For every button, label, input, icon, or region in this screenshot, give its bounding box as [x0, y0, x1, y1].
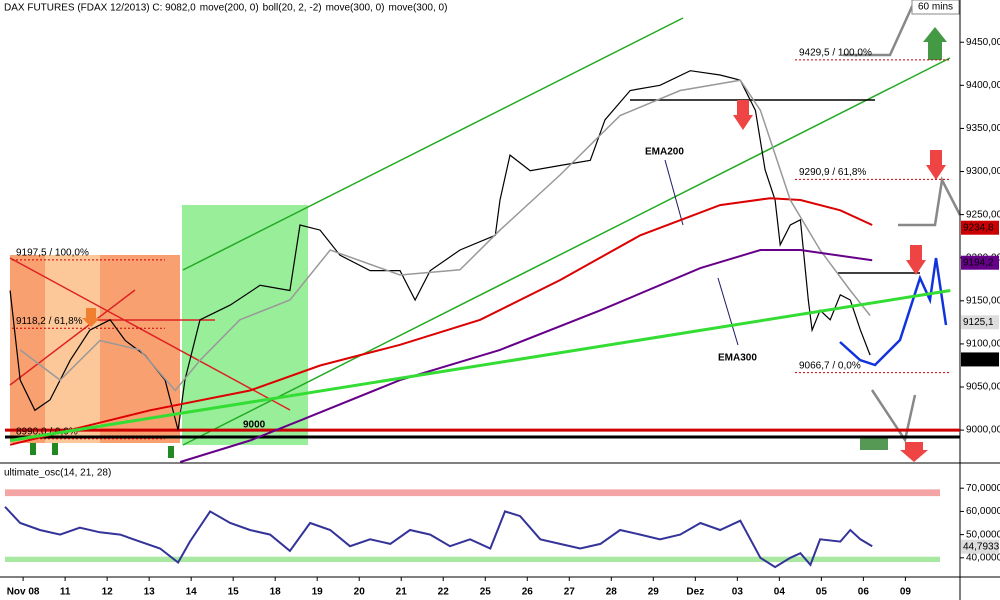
- y-tick-label: 9300,00: [966, 166, 1000, 177]
- annotation: 60 mins: [918, 2, 953, 13]
- x-tick-label: 18: [270, 587, 282, 598]
- value-badge-label: 44,7933: [963, 541, 1000, 552]
- legend-entry: move(200, 0): [200, 3, 259, 14]
- series-line: [179, 249, 873, 463]
- arrow-up: [860, 438, 888, 450]
- y-tick-label: 40,0000: [966, 552, 1000, 563]
- trend-line: [9, 257, 291, 411]
- x-tick-label: 04: [774, 587, 786, 598]
- zone-box: [100, 255, 180, 443]
- pointer: [664, 159, 684, 226]
- y-tick-label: 9350,00: [966, 123, 1000, 134]
- fib-label: 9290,9 / 61,8%: [799, 167, 866, 178]
- legend-entry: move(300, 0): [389, 3, 448, 14]
- trend-line: [9, 289, 136, 386]
- arrow-down: [906, 245, 926, 275]
- y-tick-label: 60,0000: [966, 506, 1000, 517]
- series-line: [9, 197, 873, 446]
- fib-label: 9066,7 / 0,0%: [799, 360, 861, 371]
- pointer: [717, 277, 739, 346]
- y-tick-label: 9250,00: [966, 209, 1000, 220]
- fib-label: 9197,5 / 100,0%: [16, 248, 89, 259]
- legend-entry: boll(20, 2, -2): [263, 3, 322, 14]
- annotation: EMA300: [718, 353, 757, 364]
- annotation: 9000: [243, 420, 266, 431]
- x-tick-label: 05: [816, 587, 828, 598]
- series-line: [9, 289, 951, 442]
- x-tick-label: 21: [396, 587, 408, 598]
- x-tick-label: 28: [606, 587, 618, 598]
- x-tick-label: 15: [228, 587, 240, 598]
- arrow-down: [926, 150, 946, 180]
- value-badge-label: 9194,2: [963, 257, 994, 268]
- y-tick-label: 9000,00: [966, 425, 1000, 436]
- x-tick-label: 11: [60, 587, 71, 598]
- value-badge: [961, 539, 999, 554]
- x-tick-label: 22: [438, 587, 450, 598]
- zone-band: [5, 556, 940, 563]
- x-tick-label: Nov 08: [7, 587, 40, 598]
- trend-line: [182, 57, 951, 446]
- x-tick-label: 12: [102, 587, 114, 598]
- x-tick-label: 06: [858, 587, 870, 598]
- fib-label: 9118,2 / 61,8%: [16, 316, 83, 327]
- arrow-down: [733, 100, 753, 130]
- y-tick-label: 50,0000: [966, 529, 1000, 540]
- y-tick-label: 9100,00: [966, 339, 1000, 350]
- value-badge: [961, 255, 999, 270]
- arrow-down: [900, 442, 928, 462]
- projection: [870, 389, 917, 444]
- x-tick-label: 09: [900, 587, 912, 598]
- projection: [898, 176, 962, 227]
- fib-label: 8990,0 / 0,0%: [16, 426, 78, 437]
- x-tick-label: Dez: [686, 587, 704, 598]
- x-tick-label: 13: [144, 587, 156, 598]
- x-tick-label: 25: [480, 587, 492, 598]
- value-badge-label: 9125,1: [963, 317, 994, 328]
- value-badge: [961, 352, 999, 367]
- y-tick-label: 9450,00: [966, 37, 1000, 48]
- y-tick-label: 9150,00: [966, 295, 1000, 306]
- legend-entry: move(300, 0): [326, 3, 385, 14]
- chart-title: ultimate_osc(14, 21, 28): [4, 468, 111, 479]
- fib-label: 9429,5 / 100,0%: [799, 48, 872, 59]
- value-badge-label: 9082,0: [963, 354, 994, 365]
- trend-line: [182, 17, 684, 271]
- projection: [843, 0, 917, 57]
- value-badge-label: 9234,8: [963, 222, 994, 233]
- x-tick-label: 20: [354, 587, 366, 598]
- x-tick-label: 26: [522, 587, 534, 598]
- x-tick-label: 27: [564, 587, 576, 598]
- y-tick-label: 9400,00: [966, 80, 1000, 91]
- zone-box: [182, 205, 308, 445]
- chart-title: DAX FUTURES (FDAX 12/2013) C: 9082,0: [4, 3, 196, 14]
- x-tick-label: 14: [186, 587, 198, 598]
- annotation: EMA200: [645, 147, 684, 158]
- value-badge: [961, 220, 999, 235]
- y-tick-label: 9050,00: [966, 382, 1000, 393]
- projection: [839, 257, 948, 367]
- arrow-up: [923, 27, 947, 60]
- zone-box: [10, 255, 45, 443]
- x-tick-label: 03: [732, 587, 744, 598]
- y-tick-label: 70,0000: [966, 483, 1000, 494]
- value-badge: [961, 315, 999, 330]
- series-line: [4, 506, 873, 569]
- series-line: [19, 79, 871, 392]
- x-tick-label: 19: [312, 587, 324, 598]
- x-tick-label: 29: [648, 587, 660, 598]
- timeframe-box: [911, 0, 960, 15]
- zone-band: [5, 489, 940, 497]
- arrow-down: [82, 308, 100, 327]
